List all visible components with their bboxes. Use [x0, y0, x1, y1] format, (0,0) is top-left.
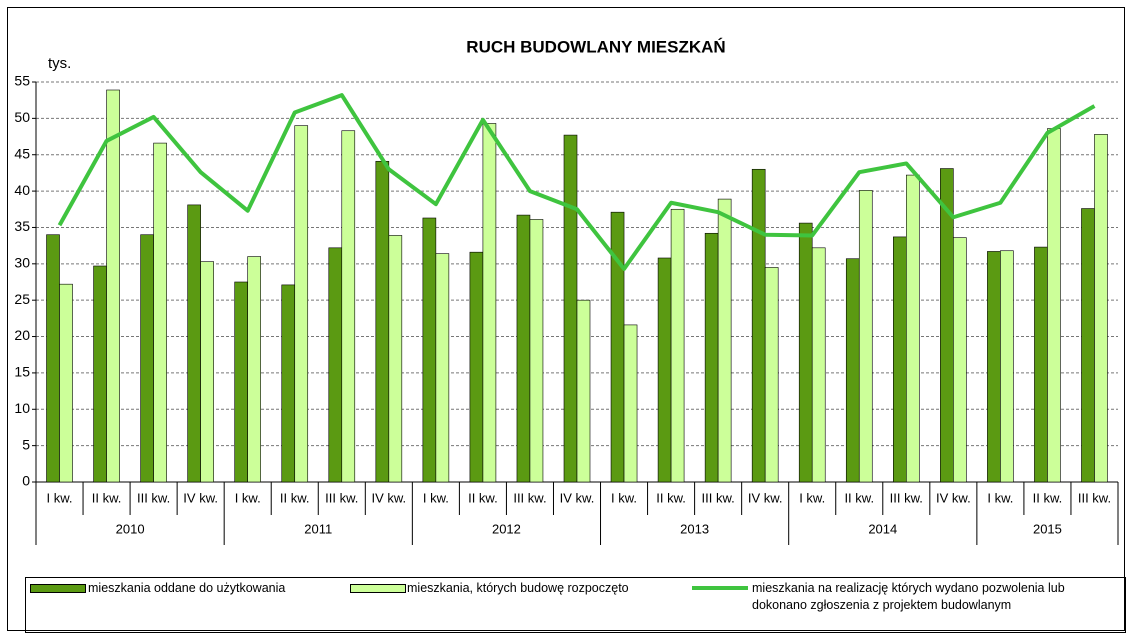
legend-swatch	[30, 584, 86, 593]
bar	[46, 234, 60, 483]
bar	[341, 130, 356, 483]
y-tick-label: 5	[22, 436, 30, 452]
group-label: 2014	[868, 521, 897, 536]
bar	[435, 253, 450, 483]
x-tick-label: III kw.	[702, 490, 735, 505]
bar	[623, 324, 638, 483]
x-tick-label: IV kw.	[371, 490, 406, 505]
group-label: 2010	[116, 521, 145, 536]
bar	[845, 258, 860, 483]
x-tick-label: I kw.	[987, 490, 1013, 505]
bar	[1081, 208, 1095, 483]
bar	[858, 190, 873, 483]
legend-border	[25, 577, 1126, 633]
bar	[1047, 128, 1061, 483]
group-label: 2015	[1033, 521, 1062, 536]
x-tick-label: II kw.	[1033, 490, 1063, 505]
x-tick-label: III kw.	[325, 490, 358, 505]
x-tick-label: IV kw.	[936, 490, 971, 505]
x-tick-label: II kw.	[468, 490, 498, 505]
y-tick-label: 20	[14, 327, 30, 343]
x-tick-label: II kw.	[844, 490, 874, 505]
bar	[670, 208, 685, 483]
bar	[953, 237, 967, 483]
y-tick-label: 30	[14, 255, 30, 271]
y-tick-label: 50	[14, 109, 30, 125]
bar	[516, 214, 531, 483]
bar	[893, 236, 907, 483]
bar	[657, 257, 672, 483]
legend-swatch	[692, 586, 748, 590]
x-tick-label: III kw.	[890, 490, 923, 505]
chart-border	[7, 7, 1125, 631]
bar	[906, 174, 920, 483]
bar	[482, 123, 497, 483]
legend-label: mieszkania na realizację których wydano …	[752, 581, 1065, 612]
bar	[187, 204, 201, 483]
bar	[153, 142, 167, 483]
y-tick-label: 40	[14, 182, 30, 198]
x-tick-label: III kw.	[137, 490, 170, 505]
x-tick-label: I kw.	[235, 490, 261, 505]
y-tick-label: 15	[14, 364, 30, 380]
y-tick-label: 45	[14, 145, 30, 161]
x-tick-label: I kw.	[47, 490, 73, 505]
bar	[281, 284, 296, 483]
bar	[1094, 134, 1108, 483]
bar	[328, 247, 343, 483]
bar	[106, 89, 120, 483]
x-tick-label: IV kw.	[560, 490, 595, 505]
bar	[1000, 250, 1014, 483]
bar	[247, 256, 261, 483]
bar	[422, 217, 437, 483]
x-tick-label: I kw.	[423, 490, 449, 505]
y-tick-label: 10	[14, 400, 30, 416]
x-tick-label: IV kw.	[748, 490, 783, 505]
x-tick-label: II kw.	[92, 490, 122, 505]
bar	[717, 198, 732, 483]
bar	[987, 251, 1001, 483]
bar	[59, 283, 73, 483]
bar	[764, 267, 779, 483]
bar	[704, 232, 719, 483]
bar	[234, 281, 248, 483]
bar	[294, 125, 309, 483]
x-tick-label: III kw.	[513, 490, 546, 505]
legend-label: mieszkania oddane do użytkowania	[88, 581, 286, 595]
bar	[563, 134, 578, 483]
group-label: 2011	[304, 521, 332, 536]
group-label: 2012	[492, 521, 521, 536]
x-tick-label: IV kw.	[183, 490, 218, 505]
bar	[375, 160, 390, 483]
bar	[469, 251, 484, 483]
y-tick-label: 35	[14, 218, 30, 234]
bar	[576, 299, 591, 483]
chart-title: RUCH BUDOWLANY MIESZKAŃ	[466, 37, 725, 56]
bar	[798, 222, 813, 483]
x-tick-label: I kw.	[611, 490, 637, 505]
y-tick-label: 25	[14, 291, 30, 307]
legend-swatch	[350, 584, 406, 593]
bar	[751, 168, 766, 483]
line	[57, 93, 1096, 271]
group-label: 2013	[680, 521, 709, 536]
bar	[200, 261, 214, 483]
bar	[140, 234, 154, 483]
x-tick-label: I kw.	[799, 490, 825, 505]
x-tick-label: II kw.	[280, 490, 310, 505]
y-axis-label: tys.	[48, 55, 71, 72]
y-tick-label: 0	[22, 473, 30, 489]
y-tick-label: 55	[14, 73, 30, 89]
bar	[529, 219, 544, 483]
bar	[811, 247, 826, 483]
legend-label: mieszkania, których budowę rozpoczęto	[407, 581, 629, 595]
x-tick-label: III kw.	[1078, 490, 1111, 505]
bar	[93, 265, 107, 483]
x-tick-label: II kw.	[656, 490, 686, 505]
bar	[388, 235, 403, 483]
bar	[1034, 246, 1048, 483]
